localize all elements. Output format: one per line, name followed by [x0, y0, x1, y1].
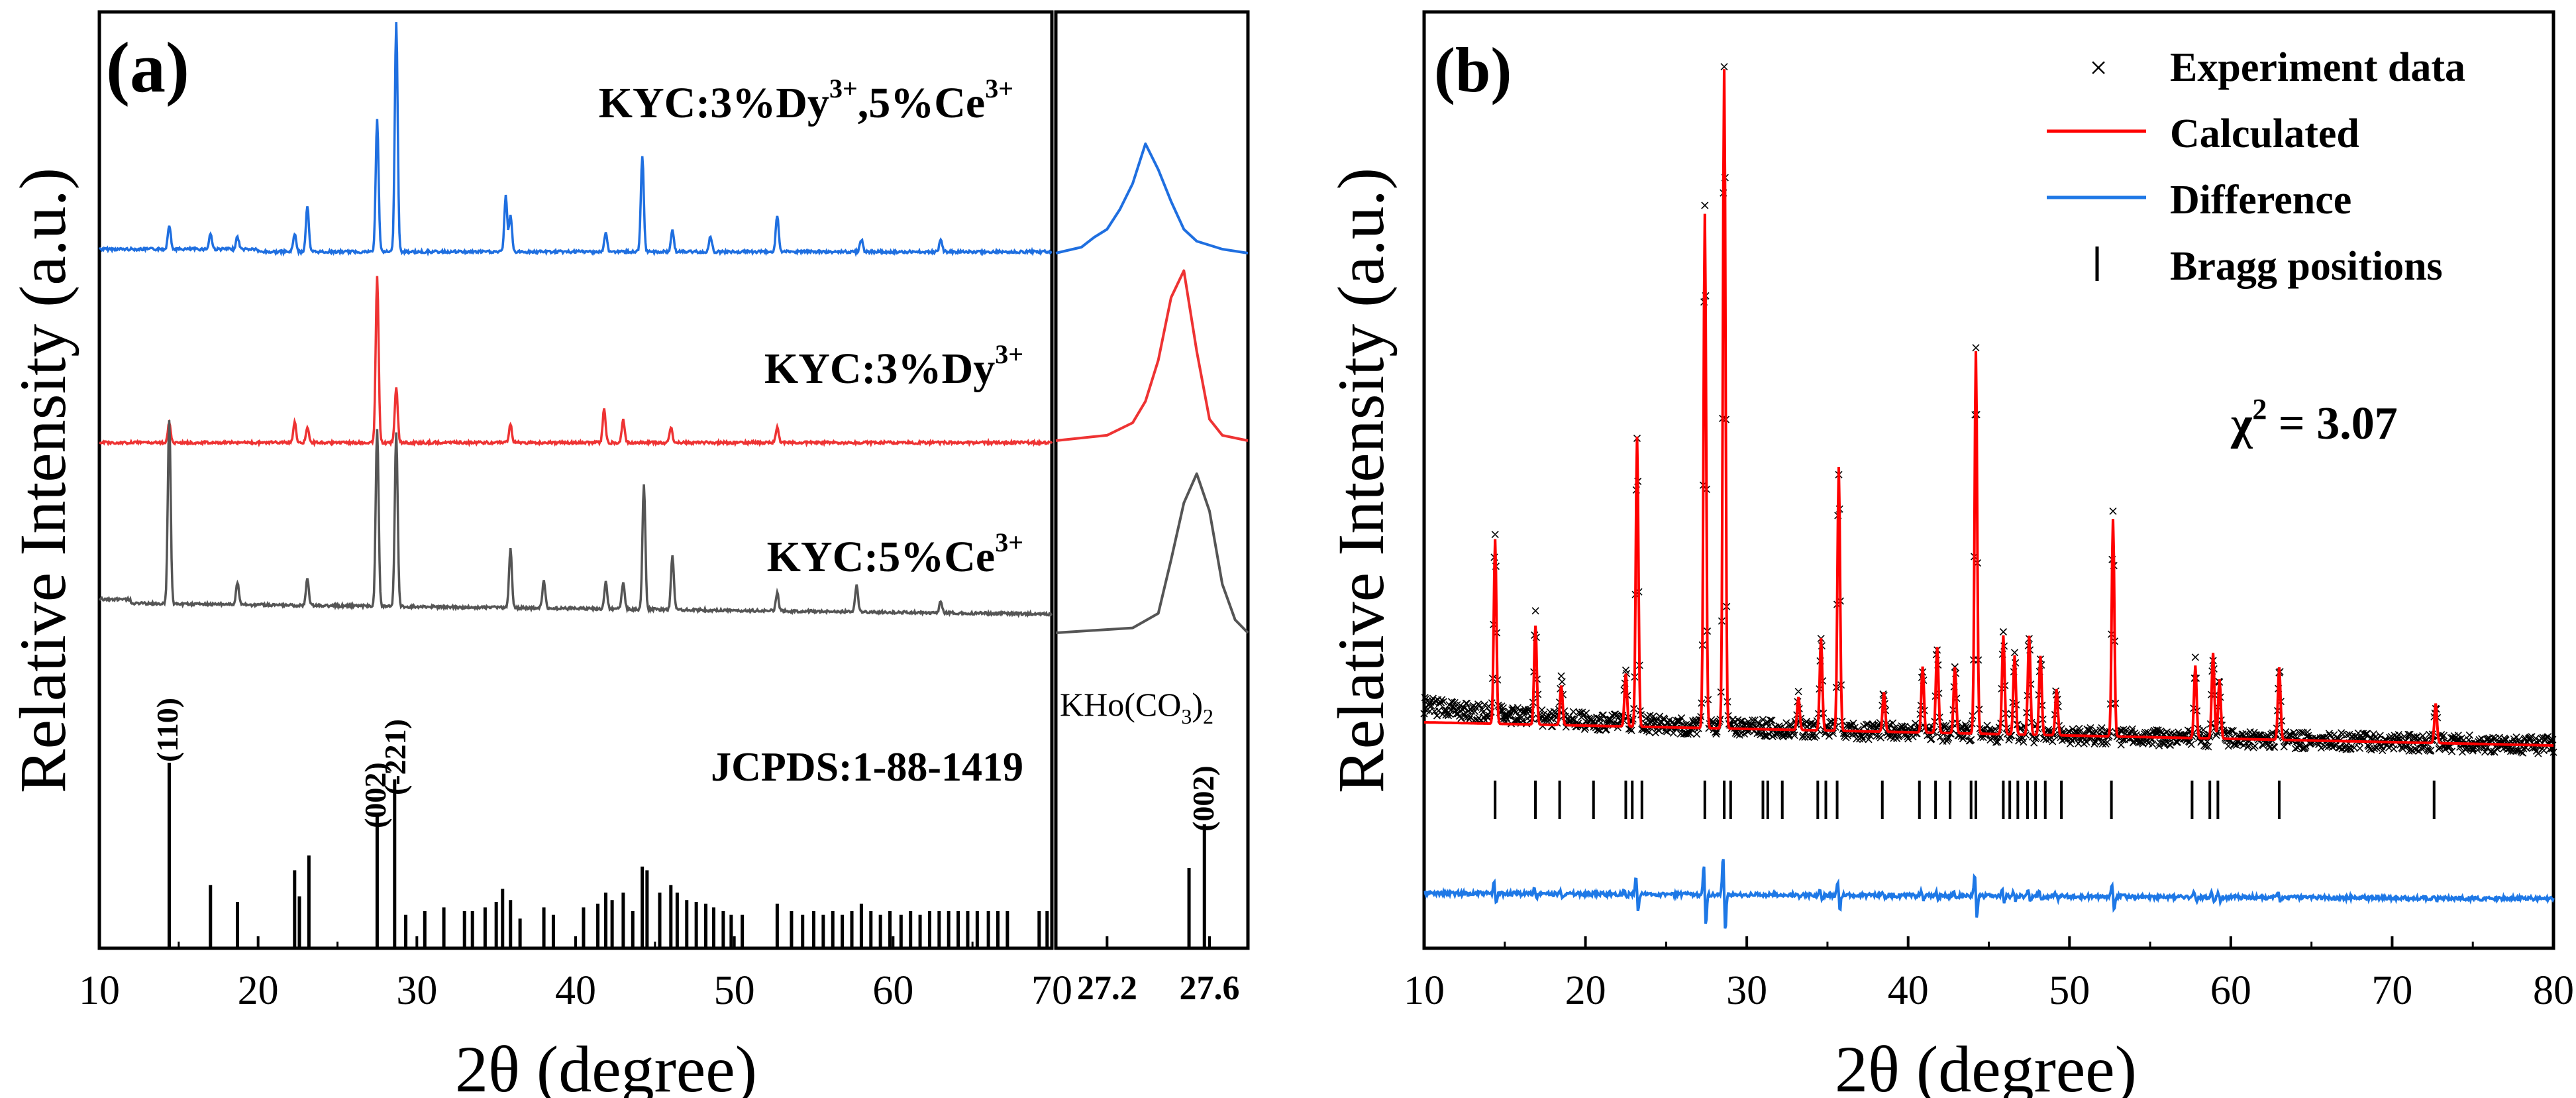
panel-a-traces — [98, 22, 1053, 618]
panel-a-inset-frame — [1054, 10, 1250, 950]
legend-exp-marker: × — [2089, 50, 2107, 85]
panel-b-x-ticks: 10 20 30 40 50 60 70 80 — [1404, 936, 2574, 1013]
khoco3-label: KHo(CO3)2 — [1060, 686, 1213, 728]
x-tick-label: 10 — [1404, 968, 1445, 1013]
inset-x-tick-label: 27.2 — [1077, 969, 1137, 1007]
legend-exp-label: Experiment data — [2170, 45, 2465, 90]
sample-label-ce: KYC:5%Ce3+ — [767, 527, 1023, 581]
inset-trace-ce — [1055, 472, 1249, 634]
legend-calc-label: Calculated — [2170, 111, 2359, 156]
panel-a-label: (a) — [106, 28, 189, 107]
x-tick-label: 50 — [714, 968, 755, 1013]
panel-a-x-ticks: 10 20 30 40 50 60 70 27.2 27.6 — [79, 936, 1240, 1013]
panel-a: 10 20 30 40 50 60 70 27.2 27.6 (a) KYC:3%Dy3+,5%… — [6, 10, 1250, 1098]
sample-label-dyce: KYC:3%Dy3+,5%Ce3+ — [599, 74, 1013, 127]
panel-a-reference-sticks — [167, 763, 1049, 948]
x-tick-label: 60 — [2210, 968, 2251, 1013]
panel-b: 10 20 30 40 50 60 70 80 (b) × Experiment data C… — [1324, 10, 2574, 1098]
inset-trace-dy-ce — [1055, 142, 1249, 254]
x-tick-label: 80 — [2533, 968, 2574, 1013]
inset-miller-002: (002) — [1186, 765, 1220, 832]
trace-dy — [99, 276, 1053, 448]
x-tick-label: 70 — [2371, 968, 2412, 1013]
bragg-position-ticks — [1494, 781, 2436, 819]
sample-label-dy: KYC:3%Dy3+ — [764, 339, 1023, 393]
x-tick-label: 20 — [1565, 968, 1606, 1013]
panel-b-xlabel: 2θ (degree) — [1835, 1032, 2137, 1098]
trace-dy-ce — [98, 22, 1053, 257]
difference-curve — [1423, 859, 2555, 929]
legend-bragg-label: Bragg positions — [2170, 244, 2443, 289]
miller-110: (110) — [150, 698, 184, 762]
panel-a-xlabel: 2θ (degree) — [455, 1032, 757, 1098]
legend: × Experiment data Calculated Difference … — [2047, 45, 2465, 289]
x-tick-label: 30 — [1726, 968, 1767, 1013]
x-tick-label: 20 — [238, 968, 279, 1013]
chi-square: χ2 = 3.07 — [2230, 393, 2398, 449]
x-tick-label: 10 — [79, 968, 120, 1013]
x-tick-label: 40 — [555, 968, 596, 1013]
jcpds-label: JCPDS:1-88-1419 — [711, 745, 1023, 790]
legend-diff-label: Difference — [2170, 178, 2351, 223]
panel-b-ylabel: Relative Intensity (a.u.) — [1324, 168, 1398, 793]
panel-a-inset-traces — [1055, 142, 1249, 948]
calculated-profile — [1424, 69, 2553, 747]
x-tick-label: 70 — [1031, 968, 1072, 1013]
miller-002: (002) — [358, 762, 392, 828]
inset-trace-dy — [1055, 269, 1249, 442]
x-tick-label: 60 — [872, 968, 913, 1013]
x-tick-label: 40 — [1888, 968, 1929, 1013]
panel-a-main-frame — [97, 10, 1054, 950]
x-tick-label: 50 — [2049, 968, 2090, 1013]
panel-b-label: (b) — [1434, 34, 1512, 105]
trace-ce — [98, 420, 1053, 618]
inset-x-tick-label: 27.6 — [1180, 969, 1240, 1007]
x-tick-label: 30 — [396, 968, 437, 1013]
panel-a-ylabel: Relative Intensity (a.u.) — [6, 168, 79, 793]
miller-221: (-221) — [378, 719, 412, 795]
